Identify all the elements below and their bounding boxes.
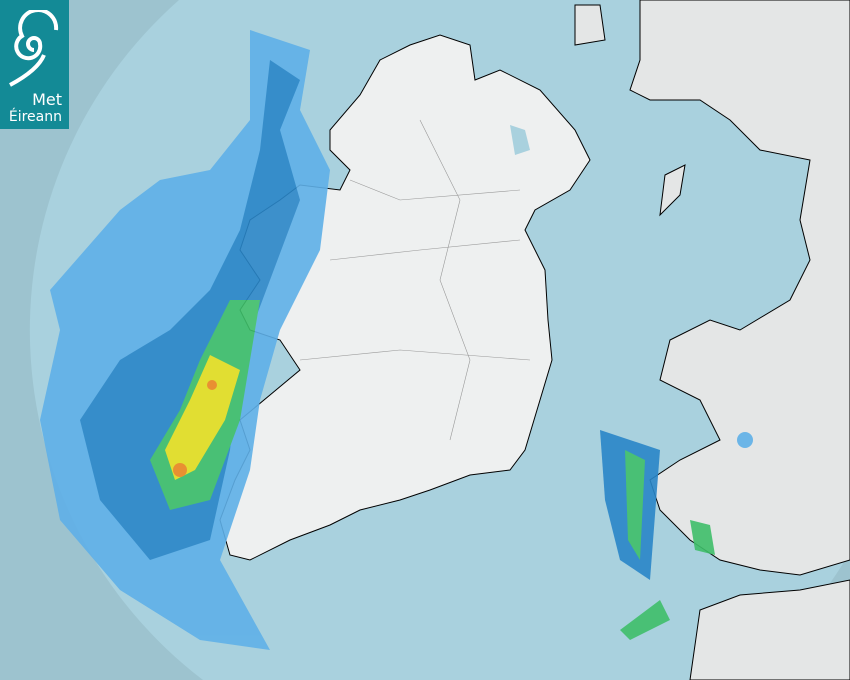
logo-text-eireann: Éireann <box>8 109 62 125</box>
lough-neagh <box>510 125 530 155</box>
isle-of-man <box>659 164 686 217</box>
met-eireann-logo: Met Éireann <box>0 0 69 129</box>
rain-echoes <box>40 30 753 650</box>
logo-text-met: Met <box>32 90 62 109</box>
spiral-swirl-icon <box>9 10 59 87</box>
great-britain-landmass <box>629 0 850 576</box>
county-borders <box>299 119 531 441</box>
cornwall-landmass <box>689 579 850 680</box>
scotland-island <box>574 4 606 46</box>
